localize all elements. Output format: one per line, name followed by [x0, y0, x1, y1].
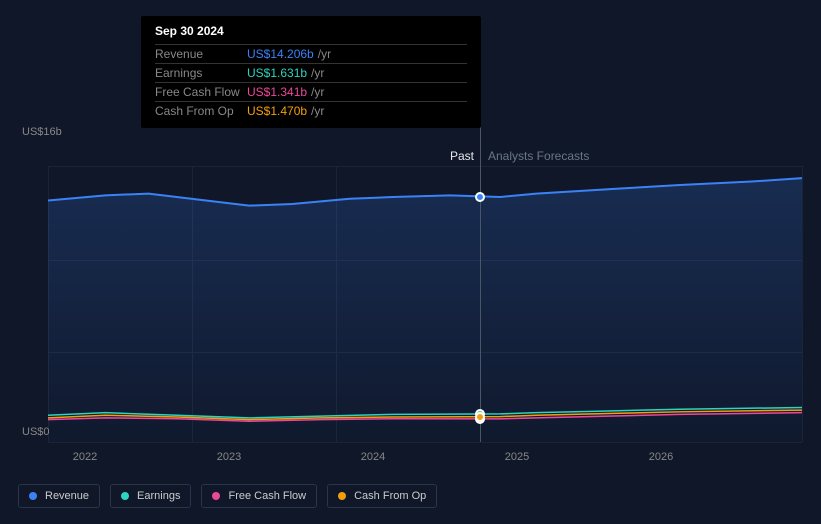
- x-axis-label: 2024: [361, 451, 385, 463]
- legend-label: Revenue: [45, 490, 89, 502]
- past-label: Past: [450, 149, 474, 163]
- tooltip-row-label: Cash From Op: [155, 104, 247, 118]
- legend: Revenue Earnings Free Cash Flow Cash From O…: [18, 484, 437, 508]
- legend-dot-icon: [212, 492, 220, 500]
- tooltip-row-unit: /yr: [311, 66, 324, 80]
- legend-label: Earnings: [137, 490, 180, 502]
- revenue-area: [48, 178, 802, 442]
- tooltip-row-value: US$1.631b: [247, 66, 307, 80]
- marker-revenue: [475, 192, 485, 202]
- tooltip-row-label: Free Cash Flow: [155, 85, 247, 99]
- tooltip-row-label: Earnings: [155, 66, 247, 80]
- y-axis-label: US$0: [22, 426, 50, 438]
- tooltip-row: EarningsUS$1.631b/yr: [155, 63, 467, 82]
- tooltip-row-value: US$14.206b: [247, 47, 314, 61]
- forecast-label: Analysts Forecasts: [488, 149, 589, 163]
- tooltip-row-unit: /yr: [318, 47, 331, 61]
- legend-label: Cash From Op: [354, 490, 426, 502]
- legend-label: Free Cash Flow: [228, 490, 306, 502]
- x-axis-label: 2022: [73, 451, 97, 463]
- x-axis-label: 2026: [649, 451, 673, 463]
- tooltip-date: Sep 30 2024: [155, 24, 467, 44]
- tooltip-row-label: Revenue: [155, 47, 247, 61]
- legend-item-earnings[interactable]: Earnings: [110, 484, 191, 508]
- tooltip-row-unit: /yr: [311, 85, 324, 99]
- tooltip-row-unit: /yr: [311, 104, 324, 118]
- x-axis-label: 2025: [505, 451, 529, 463]
- y-axis-label: US$16b: [22, 126, 62, 138]
- legend-dot-icon: [29, 492, 37, 500]
- legend-item-cash-from-op[interactable]: Cash From Op: [327, 484, 437, 508]
- legend-dot-icon: [338, 492, 346, 500]
- x-axis-label: 2023: [217, 451, 241, 463]
- tooltip-row: Cash From OpUS$1.470b/yr: [155, 101, 467, 120]
- tooltip-row-value: US$1.470b: [247, 104, 307, 118]
- tooltip-row-value: US$1.341b: [247, 85, 307, 99]
- legend-item-revenue[interactable]: Revenue: [18, 484, 100, 508]
- legend-item-free-cash-flow[interactable]: Free Cash Flow: [201, 484, 317, 508]
- marker-cash-from-op: [475, 412, 485, 422]
- legend-dot-icon: [121, 492, 129, 500]
- tooltip-row: RevenueUS$14.206b/yr: [155, 44, 467, 63]
- tooltip-row: Free Cash FlowUS$1.341b/yr: [155, 82, 467, 101]
- tooltip: Sep 30 2024RevenueUS$14.206b/yrEarningsU…: [141, 16, 481, 128]
